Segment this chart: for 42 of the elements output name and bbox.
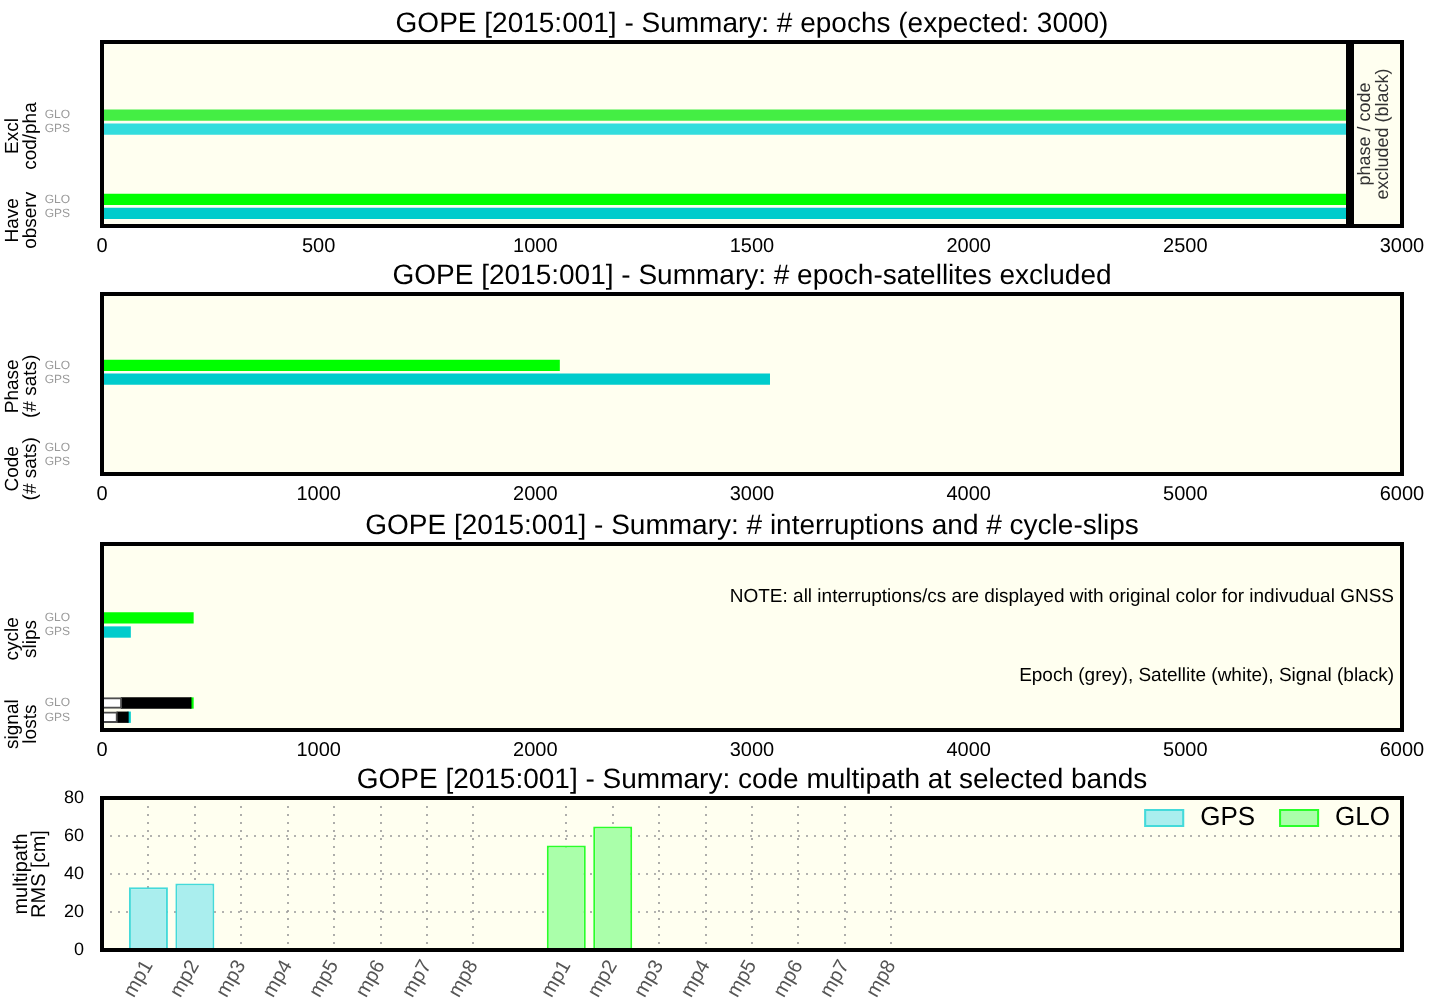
y-tick-label: 60 [63, 824, 84, 845]
chart-title: GOPE [2015:001] - Summary: # epoch-satellites excluded [392, 258, 1112, 290]
text: Phase (# sats) [2, 354, 43, 419]
text: NOTE: all interruptions/cs are displayed with original color for indivudual GNSS [729, 585, 1394, 608]
chart-title: GOPE [2015:001] - Summary: # epochs (expected: 3000) [395, 6, 1109, 38]
x-tick-label: 1000 [513, 235, 559, 258]
text: Code (# sats) [2, 437, 43, 501]
x-tick-label: 4000 [946, 483, 992, 506]
x-tick-label: 0 [96, 235, 109, 258]
chart-title: GOPE [2015:001] - Summary: # interruptions and # cycle-slips [365, 508, 1139, 540]
text: cycle slips [2, 617, 43, 661]
x-tick-label: 5000 [1163, 483, 1209, 506]
y-tick-label: 0 [73, 938, 84, 959]
text: signal losts [2, 699, 43, 749]
x-tick-label: 6000 [1379, 739, 1426, 762]
legend-label: GLO [1335, 801, 1391, 832]
legend-label: GPS [1200, 801, 1256, 832]
x-tick-label: 2500 [1163, 235, 1209, 258]
y-tick-label: 20 [63, 900, 84, 921]
chart-title: GOPE [2015:001] - Summary: code multipath at selected bands [356, 762, 1148, 794]
x-tick-label: 1000 [296, 483, 342, 506]
ref-line-label: phase / code excluded (black) [1353, 68, 1392, 200]
text: Excl cod/pha [2, 100, 43, 170]
x-tick-label: 6000 [1379, 483, 1426, 506]
x-tick-label: 2000 [946, 235, 992, 258]
x-tick-label: 4000 [946, 739, 992, 762]
text: Have observ [2, 191, 43, 249]
x-tick-label: 5000 [1163, 739, 1209, 762]
x-tick-label: 3000 [1379, 235, 1426, 258]
x-tick-label: 0 [96, 483, 109, 506]
x-tick-label: 1000 [296, 739, 342, 762]
x-tick-label: 3000 [729, 483, 776, 506]
x-tick-label: 1500 [729, 235, 776, 258]
x-tick-label: 0 [96, 739, 109, 762]
y-axis-title: multipath RMS [cm] [10, 829, 51, 918]
y-tick-label: 80 [63, 786, 84, 807]
annotation: Epoch (grey), Satellite (white), Signal (black) [1019, 665, 1394, 688]
y-tick-label: 40 [63, 862, 84, 883]
x-tick-label: 3000 [729, 739, 776, 762]
x-tick-label: 2000 [513, 483, 559, 506]
x-tick-label: 2000 [513, 739, 559, 762]
x-tick-label: 500 [301, 235, 337, 258]
